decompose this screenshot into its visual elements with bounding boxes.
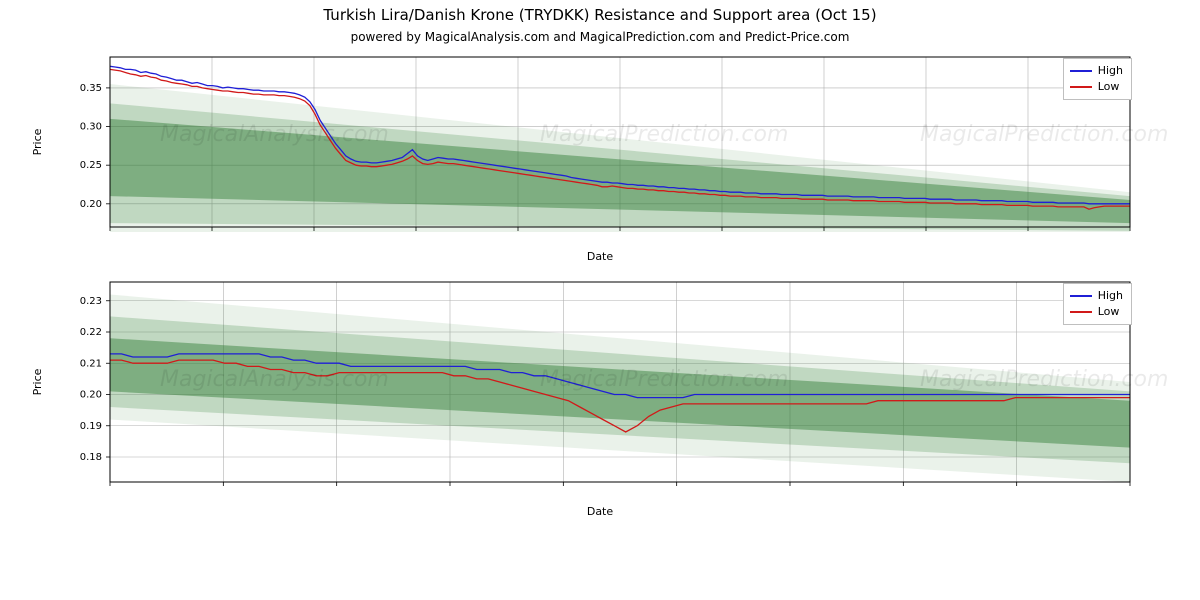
svg-text:0.25: 0.25 bbox=[80, 160, 102, 171]
legend-label-high: High bbox=[1098, 288, 1123, 304]
chart-title: Turkish Lira/Danish Krone (TRYDKK) Resis… bbox=[0, 0, 1200, 24]
svg-text:0.21: 0.21 bbox=[80, 358, 102, 369]
chart-bottom-svg: 0.180.190.200.210.220.232024-06-152024-0… bbox=[60, 277, 1140, 487]
xlabel-bottom: Date bbox=[60, 505, 1140, 518]
legend-swatch-high bbox=[1070, 70, 1092, 72]
svg-text:0.20: 0.20 bbox=[80, 199, 102, 210]
legend-top: High Low bbox=[1063, 58, 1132, 100]
chart-bottom: 0.180.190.200.210.220.232024-06-152024-0… bbox=[60, 277, 1140, 487]
ylabel-top: Price bbox=[31, 129, 44, 156]
legend-swatch-low bbox=[1070, 311, 1092, 313]
svg-text:0.20: 0.20 bbox=[80, 390, 102, 401]
legend-swatch-low bbox=[1070, 86, 1092, 88]
ylabel-bottom: Price bbox=[31, 369, 44, 396]
svg-text:0.30: 0.30 bbox=[80, 122, 102, 133]
svg-text:0.35: 0.35 bbox=[80, 83, 102, 94]
legend-label-low: Low bbox=[1098, 79, 1120, 95]
svg-text:0.22: 0.22 bbox=[80, 327, 102, 338]
svg-text:0.19: 0.19 bbox=[80, 421, 102, 432]
chart-top: 0.200.250.300.352023-032023-052023-07202… bbox=[60, 52, 1140, 232]
legend-label-high: High bbox=[1098, 63, 1123, 79]
svg-text:0.18: 0.18 bbox=[80, 452, 102, 463]
chart-top-svg: 0.200.250.300.352023-032023-052023-07202… bbox=[60, 52, 1140, 232]
xlabel-top: Date bbox=[60, 250, 1140, 263]
legend-swatch-high bbox=[1070, 295, 1092, 297]
svg-text:0.23: 0.23 bbox=[80, 296, 102, 307]
legend-bottom: High Low bbox=[1063, 283, 1132, 325]
legend-label-low: Low bbox=[1098, 304, 1120, 320]
chart-subtitle: powered by MagicalAnalysis.com and Magic… bbox=[0, 24, 1200, 48]
